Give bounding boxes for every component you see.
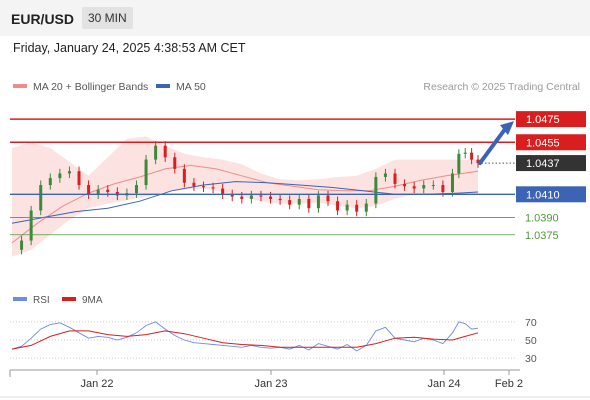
candle-body [211,187,215,189]
candle-body [249,195,253,199]
candle-body [412,186,416,189]
x-tick-label-jan-24: Jan 24 [427,378,460,390]
resistance-label-1.0475: 1.0475 [526,114,560,126]
candle-body [87,185,91,195]
osc-tick-50: 50 [525,335,537,347]
candle-body [173,157,177,169]
candle-body [230,194,234,197]
candle-body [288,200,292,205]
candle-body [269,196,273,199]
candle-body [20,240,24,250]
candle-body [259,195,263,197]
osc-legend-label-9ma: 9MA [82,295,103,306]
candle-body [431,185,435,187]
support-label-1.0375: 1.0375 [525,230,559,242]
rsi-ma-line [11,330,479,350]
candle-body [297,198,301,205]
osc-legend-label-rsi: RSI [33,295,50,306]
x-tick-label-jan-22: Jan 22 [80,378,113,390]
candle-body [476,159,480,164]
resistance-tag-1.0455 [516,134,586,151]
osc-tick-70: 70 [525,317,537,329]
candle-body [336,201,340,211]
candle-body [364,203,368,212]
candle-body [463,152,467,154]
resistance-label-1.0455: 1.0455 [526,137,560,149]
candle-body [393,173,397,184]
candle-body [374,176,378,204]
resistance-tag-1.0475 [516,111,586,128]
candle-body [316,195,320,209]
candle-body [106,189,110,192]
x-tick-label-feb-2: Feb 2 [495,378,523,390]
candle-body [326,195,330,202]
candle-body [307,198,311,209]
candle-body [422,185,426,189]
pivot-label: 1.0410 [526,189,560,201]
candle-body [58,173,62,179]
candle-body [39,185,43,211]
support-label-1.0390: 1.0390 [525,212,559,224]
candle-body [163,145,167,158]
legend-label-ma20: MA 20 + Bollinger Bands [33,81,148,93]
candle-body [96,189,100,195]
candle-body [240,196,244,199]
bollinger-band [12,136,478,257]
symbol-label: EUR/USD [11,11,75,27]
candle-body [77,171,81,186]
candle-body [457,153,461,174]
candle-body [345,204,349,211]
candle-body [192,182,196,187]
legend-swatch-ma20 [13,84,27,88]
legend-label-ma50: MA 50 [176,81,206,93]
candle-body [441,185,445,192]
osc-legend-swatch-rsi [13,297,27,301]
candle-body [202,186,206,188]
candle-body [134,185,138,194]
candle-body [144,159,148,186]
candle-body [470,152,474,160]
x-tick-label-jan-23: Jan 23 [254,378,287,390]
candle-body [278,198,282,201]
candle-body [182,168,186,183]
timeframe-badge[interactable]: 30 MIN [82,7,133,29]
forecast-arrow-head [500,121,514,136]
candle-body [29,210,33,241]
rsi-line [11,321,479,352]
watermark-text: Research © 2025 Trading Central [423,81,580,93]
pivot-tag [516,186,586,203]
chart-header: EUR/USD 30 MIN [0,0,590,36]
osc-tick-30: 30 [525,353,537,365]
legend-swatch-ma50 [156,84,170,88]
candle-body [355,204,359,212]
candle-body [450,173,454,192]
candle-body [67,171,71,174]
candle-body [221,188,225,195]
last-price-tag [516,155,586,172]
candle-body [48,178,52,186]
candle-body [383,173,387,177]
candle-body [403,183,407,187]
candle-body [154,145,158,160]
chart-datetime: Friday, January 24, 2025 4:38:53 AM CET [13,41,246,55]
price-candles [20,141,480,255]
last-price-label: 1.0437 [526,158,560,170]
forecast-arrow-shaft [478,127,507,166]
osc-legend-swatch-9ma [62,297,76,301]
